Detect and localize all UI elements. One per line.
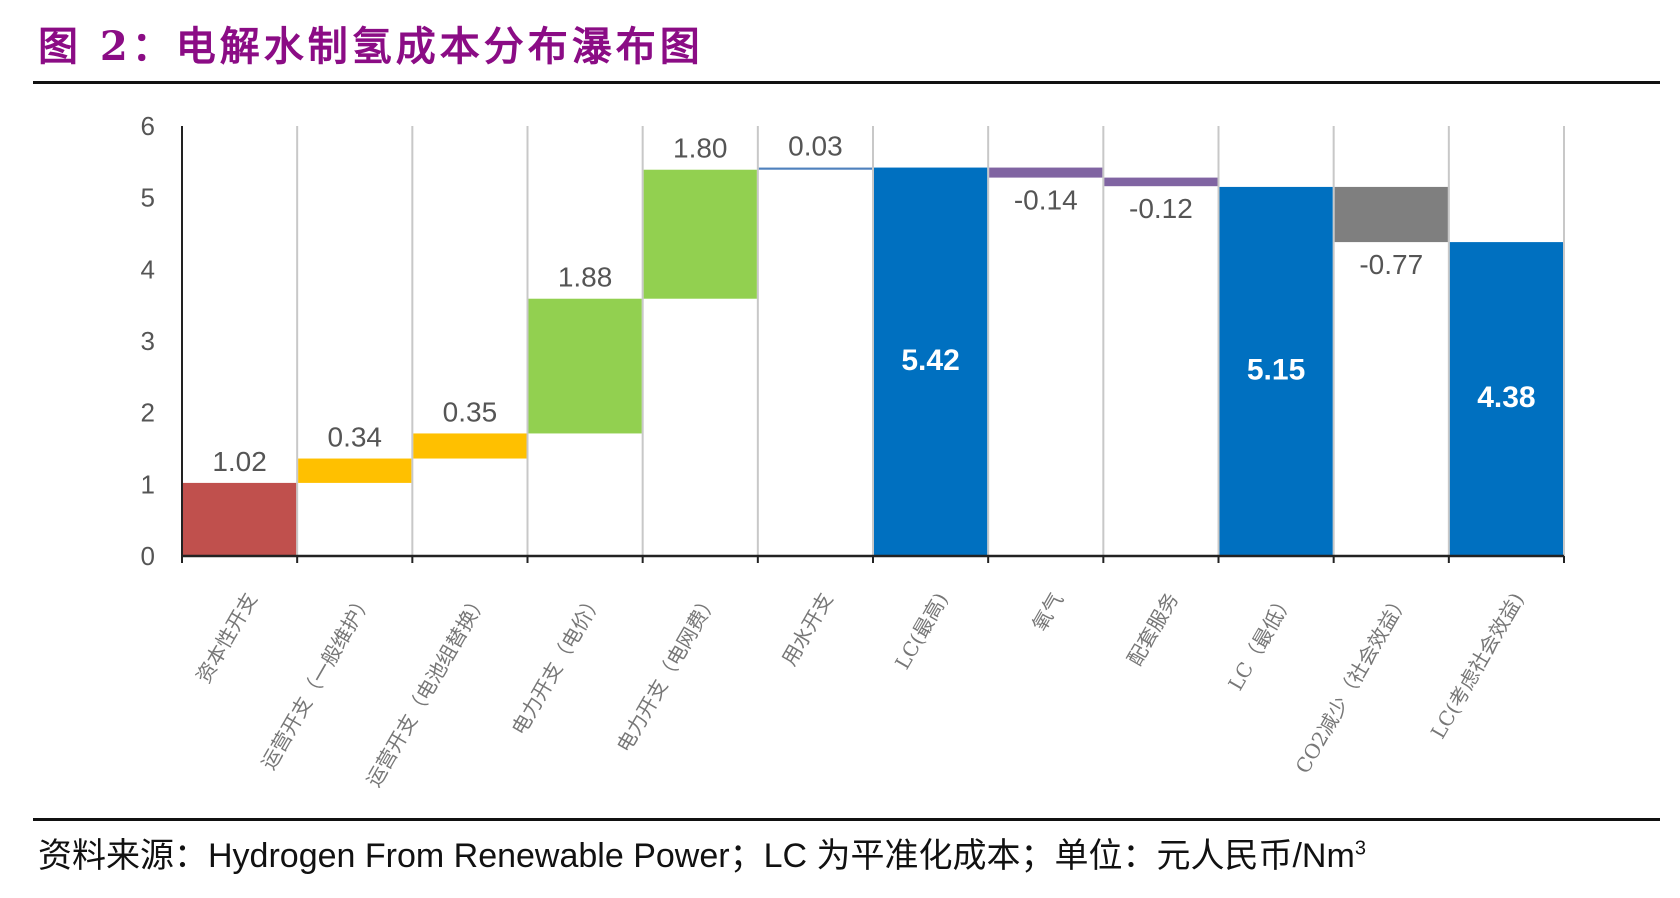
x-tick-label: 用水开支 xyxy=(777,589,838,670)
y-tick-label: 4 xyxy=(141,254,155,284)
y-tick-label: 2 xyxy=(141,398,155,428)
x-tick-label: 运营开支（一般维护） xyxy=(256,589,377,774)
x-tick-label: 配套服务 xyxy=(1122,589,1183,670)
data-label: 5.15 xyxy=(1247,353,1305,386)
bar-3 xyxy=(413,433,527,459)
y-tick-label: 6 xyxy=(141,111,155,141)
source-text: 资料来源：Hydrogen From Renewable Power；LC 为平… xyxy=(38,837,1355,875)
bar-8 xyxy=(989,167,1103,178)
data-label: 1.80 xyxy=(673,133,728,164)
waterfall-chart: 0 1 2 3 4 5 6 1.02 资本性开支 0.34 运营开支（一般维护） 0.35 运营开支（电… xyxy=(141,111,1565,792)
data-label: 0.34 xyxy=(328,422,383,453)
x-tick-label: LC(考虑社会效益) xyxy=(1426,589,1529,743)
title-rule xyxy=(33,81,1660,84)
x-tick-label: 资本性开支 xyxy=(191,589,262,688)
x-tick-label: CO2减少（社会效益） xyxy=(1291,589,1414,778)
figure-title: 图 2：电解水制氢成本分布瀑布图 xyxy=(38,23,704,70)
data-label: 4.38 xyxy=(1477,381,1535,414)
data-label: -0.77 xyxy=(1359,249,1423,280)
x-tick-label: 氧气 xyxy=(1027,589,1068,636)
x-tick-label: 运营开支（电池组替换） xyxy=(361,589,492,792)
x-tick-label: 电力开支（电网费） xyxy=(612,589,723,757)
bar-10 xyxy=(1219,186,1333,556)
data-label: 5.42 xyxy=(901,344,959,377)
bar-5 xyxy=(643,169,757,299)
source-note: 资料来源：Hydrogen From Renewable Power；LC 为平… xyxy=(38,828,1366,877)
bar-6 xyxy=(758,167,872,170)
x-tick-label: LC（最低） xyxy=(1223,589,1298,695)
bar-9 xyxy=(1104,177,1218,187)
y-tick-label: 3 xyxy=(141,326,155,356)
data-label: 0.35 xyxy=(443,396,498,427)
source-rule xyxy=(33,818,1660,821)
bar-7 xyxy=(874,167,988,557)
x-tick-label: 电力开支（电价） xyxy=(507,589,608,740)
bar-4 xyxy=(528,298,642,434)
bar-1 xyxy=(183,482,297,556)
data-label: -0.12 xyxy=(1129,193,1193,224)
y-tick-label: 1 xyxy=(141,469,155,499)
bar-2 xyxy=(298,458,412,483)
data-label: 1.88 xyxy=(558,262,613,293)
data-label: 0.03 xyxy=(788,131,843,162)
y-tick-label: 5 xyxy=(141,183,155,213)
data-label: 1.02 xyxy=(212,446,267,477)
y-tick-label: 0 xyxy=(141,541,155,571)
bar-12 xyxy=(1449,242,1563,556)
source-superscript: 3 xyxy=(1354,837,1366,860)
bar-11 xyxy=(1334,186,1448,243)
data-label: -0.14 xyxy=(1014,185,1078,216)
x-tick-label: LC(最高) xyxy=(890,588,953,673)
